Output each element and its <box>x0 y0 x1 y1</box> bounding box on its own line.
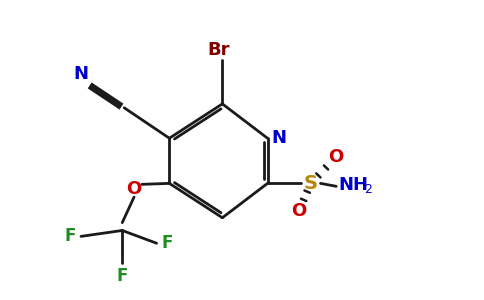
Text: NH: NH <box>338 176 368 194</box>
Text: F: F <box>65 227 76 245</box>
Text: Br: Br <box>207 41 230 59</box>
Text: N: N <box>272 129 287 147</box>
Text: O: O <box>329 148 344 166</box>
Text: O: O <box>126 180 142 198</box>
Text: F: F <box>117 267 128 285</box>
Text: 2: 2 <box>363 183 372 196</box>
Text: F: F <box>162 234 173 252</box>
Text: N: N <box>73 65 88 83</box>
Text: S: S <box>303 174 318 193</box>
Text: O: O <box>291 202 306 220</box>
